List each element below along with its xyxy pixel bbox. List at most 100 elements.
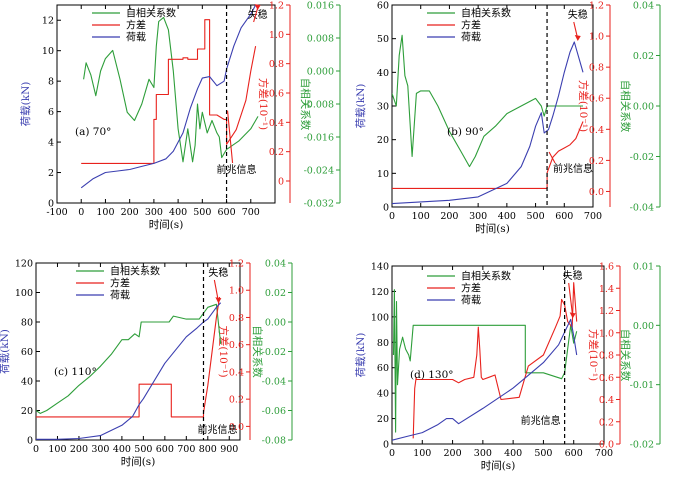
autocorr-tick-label-c: -0.02: [262, 347, 286, 358]
autocorr-series-line-d: [392, 289, 578, 433]
load-tick-label-b: 0: [383, 203, 389, 214]
legend-label-load-a: 荷载: [126, 32, 146, 44]
x-tick-label-b: 100: [412, 211, 430, 222]
panel-label-a: (a) 70°: [75, 126, 111, 138]
chart-panel-a: -100 0 100 200 300 400 500 600 700时间(s)024681012…: [20, 1, 341, 231]
autocorr-series-line-c: [36, 303, 222, 414]
variance-tick-label-d: 1.0: [599, 328, 614, 339]
variance-tick-label-c: 0.8: [229, 313, 244, 324]
autocorr-tick-label-a: -0.032: [304, 199, 334, 210]
variance-series-line-a: [81, 19, 257, 164]
load-tick-label-b: 50: [377, 34, 389, 45]
autocorr-axis-label-d: 自相关系数: [619, 329, 632, 382]
x-tick-label-b: 500: [527, 211, 545, 222]
failure-label-a: 失稳: [248, 8, 268, 21]
load-series-line-b: [392, 41, 584, 205]
autocorr-axis-label-b: 自相关系数: [619, 80, 632, 133]
autocorr-tick-label-a: 0.016: [307, 1, 334, 12]
x-tick-label-c: 100: [48, 444, 66, 455]
x-tick-label-a: -100: [46, 207, 67, 218]
load-tick-label-d: 60: [377, 363, 389, 374]
load-tick-label-a: 2: [48, 168, 54, 179]
x-tick-label-a: 400: [169, 207, 187, 218]
precursor-label-a: 前兆信息: [217, 163, 257, 176]
variance-tick-label-c: 0.0: [229, 422, 244, 433]
legend-label-load-c: 荷载: [110, 290, 130, 302]
failure-arrowhead-a: [254, 4, 261, 11]
precursor-label-d: 前兆信息: [521, 414, 561, 427]
autocorr-tick-label-c: 0.00: [265, 318, 286, 329]
x-tick-label-b: 700: [584, 211, 602, 222]
autocorr-tick-label-a: 0.008: [307, 34, 334, 45]
x-tick-label-b: 200: [440, 211, 458, 222]
precursor-label-c: 前兆信息: [197, 423, 237, 436]
panel-label-c: (c) 110°: [54, 366, 97, 378]
load-tick-label-d: 20: [377, 414, 389, 425]
variance-tick-label-d: 1.2: [599, 306, 614, 317]
variance-tick-label-d: 0.6: [599, 373, 614, 384]
load-tick-label-a: 10: [42, 46, 54, 57]
autocorr-tick-label-b: 0.04: [633, 1, 654, 12]
x-tick-label-a: 0: [78, 207, 84, 218]
load-tick-label-a: 6: [48, 107, 54, 118]
load-tick-label-b: 30: [377, 102, 389, 113]
autocorr-tick-label-d: -0.01: [630, 380, 654, 391]
x-tick-label-d: 700: [595, 448, 613, 459]
autocorr-tick-label-c: 0.02: [265, 288, 286, 299]
variance-tick-label-b: 1.0: [589, 32, 604, 43]
panel-label-d: (d) 130°: [410, 369, 454, 381]
load-axis-label-b: 荷载(kN): [355, 84, 367, 129]
x-tick-label-d: 100: [413, 448, 431, 459]
x-tick-label-a: 100: [96, 207, 114, 218]
autocorr-tick-label-a: -0.008: [304, 100, 334, 111]
autocorr-tick-label-c: -0.08: [262, 436, 286, 447]
load-tick-label-c: 80: [21, 318, 33, 329]
legend-label-autocorr-d: 自相关系数: [461, 270, 511, 283]
variance-tick-label-c: 1.2: [229, 259, 244, 270]
load-tick-label-a: 12: [42, 16, 54, 27]
x-axis-label-b: 时间(s): [475, 222, 510, 235]
load-tick-label-c: 0: [27, 436, 33, 447]
variance-tick-label-d: 0.2: [599, 417, 614, 428]
variance-tick-label-c: 0.2: [229, 395, 244, 406]
x-tick-label-b: 300: [469, 211, 487, 222]
load-tick-label-c: 20: [21, 406, 33, 417]
load-tick-label-d: 0: [383, 440, 389, 451]
load-tick-label-b: 20: [377, 135, 389, 146]
variance-tick-label-a: 0: [278, 177, 284, 188]
plot-frame-a: [56, 4, 276, 204]
load-tick-label-c: 40: [21, 377, 33, 388]
variance-tick-label-b: 0.4: [589, 125, 604, 136]
load-tick-label-a: 0: [48, 199, 54, 210]
variance-axis-label-b: 方差(10⁻¹): [577, 80, 590, 132]
autocorr-tick-label-d: 0.00: [633, 321, 654, 332]
x-tick-label-c: 0: [33, 444, 39, 455]
autocorr-tick-label-b: 0.02: [633, 51, 654, 62]
variance-tick-label-b: 0.0: [589, 187, 604, 198]
variance-tick-label-b: 0.6: [589, 94, 604, 105]
failure-arrow-a: [253, 7, 259, 23]
load-tick-label-c: 100: [15, 288, 33, 299]
autocorr-series-line-a: [83, 16, 259, 163]
legend-label-autocorr-b: 自相关系数: [461, 7, 511, 20]
chart-panel-b: 0 100 200 300 400 500 600 700 时间(s) 0 10 20 30 40 50 60…: [355, 1, 661, 235]
x-tick-label-b: 400: [498, 211, 516, 222]
plot-frame-d: [391, 265, 605, 445]
load-tick-label-d: 40: [377, 389, 389, 400]
variance-tick-label-a: 0.2: [269, 147, 284, 158]
failure-label-b: 失稳: [568, 8, 588, 21]
load-tick-label-b: 40: [377, 68, 389, 79]
autocorr-tick-label-b: 0.00: [633, 102, 654, 113]
load-axis-label-d: 荷载(kN): [355, 333, 367, 378]
autocorr-tick-label-c: 0.04: [265, 259, 286, 270]
x-tick-label-d: 600: [565, 448, 583, 459]
load-tick-label-b: 10: [377, 169, 389, 180]
variance-tick-label-d: 0.0: [599, 440, 614, 451]
failure-arrowhead-c: [215, 297, 222, 304]
x-tick-label-d: 500: [534, 448, 552, 459]
legend-label-variance-d: 方差: [461, 282, 481, 295]
autocorr-series-line-b: [392, 34, 583, 168]
x-axis-label-d: 时间(s): [481, 459, 516, 472]
variance-tick-label-d: 1.4: [599, 284, 614, 295]
legend-label-autocorr-c: 自相关系数: [110, 265, 160, 278]
